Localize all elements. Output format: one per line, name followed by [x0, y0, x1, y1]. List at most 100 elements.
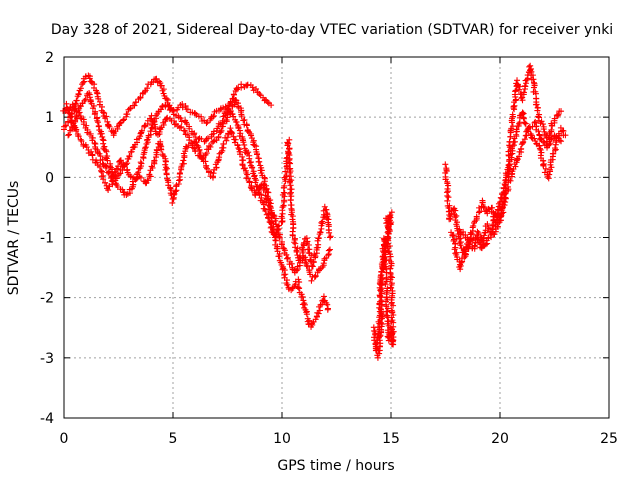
data-point-marker — [80, 79, 87, 86]
y-tick-label: 0 — [45, 170, 54, 186]
data-point-marker — [240, 139, 247, 146]
data-point-marker — [86, 75, 93, 82]
data-point-marker — [284, 255, 291, 262]
data-point-marker — [182, 102, 189, 109]
data-point-marker — [509, 111, 516, 118]
data-point-marker — [551, 115, 558, 122]
data-point-marker — [556, 137, 563, 144]
data-point-marker — [388, 280, 395, 287]
data-point-marker — [497, 199, 504, 206]
data-point-marker — [509, 123, 516, 130]
y-tick-label: 2 — [45, 50, 54, 66]
data-point-marker — [159, 87, 166, 94]
data-point-marker — [228, 128, 235, 135]
data-point-marker — [311, 274, 318, 281]
data-point-marker — [159, 102, 166, 109]
data-point-marker — [172, 188, 179, 195]
data-point-marker — [445, 194, 452, 201]
data-point-marker — [258, 164, 265, 171]
data-point-marker — [286, 136, 293, 143]
data-point-marker — [482, 241, 489, 248]
data-point-marker — [378, 323, 385, 330]
data-point-marker — [276, 234, 283, 241]
data-point-marker — [256, 91, 263, 98]
data-point-marker — [494, 206, 501, 213]
data-point-marker — [535, 128, 542, 135]
data-point-marker — [539, 121, 546, 128]
data-point-marker — [278, 213, 285, 220]
data-point-marker — [537, 146, 544, 153]
data-point-marker — [157, 106, 164, 113]
data-point-marker — [210, 112, 217, 119]
data-point-marker — [372, 331, 379, 338]
data-point-marker — [318, 219, 325, 226]
data-point-marker — [158, 82, 165, 89]
data-point-marker — [241, 141, 248, 148]
data-point-marker — [184, 106, 191, 113]
data-point-marker — [255, 158, 262, 165]
data-point-marker — [278, 240, 285, 247]
data-point-marker — [457, 242, 464, 249]
data-point-marker — [220, 141, 227, 148]
data-point-marker — [104, 157, 111, 164]
data-point-marker — [144, 85, 151, 92]
data-point-marker — [223, 137, 230, 144]
data-point-marker — [107, 163, 114, 170]
data-point-marker — [308, 262, 315, 269]
data-point-marker — [202, 158, 209, 165]
data-point-marker — [137, 159, 144, 166]
data-point-marker — [65, 132, 72, 139]
data-point-marker — [70, 120, 77, 127]
data-point-marker — [147, 128, 154, 135]
data-point-marker — [479, 199, 486, 206]
data-point-marker — [485, 205, 492, 212]
data-point-marker — [230, 91, 237, 98]
data-point-marker — [177, 115, 184, 122]
data-points — [60, 62, 569, 361]
data-point-marker — [105, 187, 112, 194]
data-point-marker — [515, 86, 522, 93]
data-point-marker — [247, 184, 254, 191]
data-point-marker — [102, 115, 109, 122]
data-point-marker — [524, 127, 531, 134]
data-point-marker — [521, 82, 528, 89]
data-point-marker — [507, 177, 514, 184]
data-point-marker — [82, 96, 89, 103]
data-point-marker — [294, 284, 301, 291]
data-point-marker — [284, 254, 291, 261]
data-point-marker — [244, 171, 251, 178]
data-point-marker — [296, 279, 303, 286]
data-point-marker — [378, 302, 385, 309]
data-point-marker — [122, 161, 129, 168]
data-point-marker — [210, 128, 217, 135]
data-point-marker — [77, 136, 84, 143]
data-point-marker — [268, 102, 275, 109]
data-point-marker — [291, 239, 298, 246]
data-point-marker — [205, 142, 212, 149]
data-point-marker — [542, 165, 549, 172]
data-point-marker — [120, 117, 127, 124]
data-point-marker — [196, 152, 203, 159]
data-point-marker — [280, 202, 287, 209]
data-point-marker — [274, 227, 281, 234]
data-point-marker — [282, 271, 289, 278]
x-axis-label: GPS time / hours — [277, 458, 394, 474]
data-point-marker — [284, 140, 291, 147]
data-point-marker — [159, 152, 166, 159]
data-point-marker — [319, 218, 326, 225]
data-point-marker — [203, 164, 210, 171]
data-point-marker — [374, 324, 381, 331]
data-point-marker — [183, 143, 190, 150]
data-point-marker — [532, 138, 539, 145]
data-point-marker — [75, 133, 82, 140]
data-point-marker — [325, 252, 332, 259]
data-point-marker — [195, 144, 202, 151]
data-point-marker — [237, 130, 244, 137]
data-point-marker — [308, 277, 315, 284]
data-point-marker — [558, 108, 565, 115]
data-point-marker — [562, 132, 569, 139]
data-point-marker — [550, 150, 557, 157]
data-point-marker — [62, 122, 69, 129]
data-point-marker — [511, 138, 518, 145]
